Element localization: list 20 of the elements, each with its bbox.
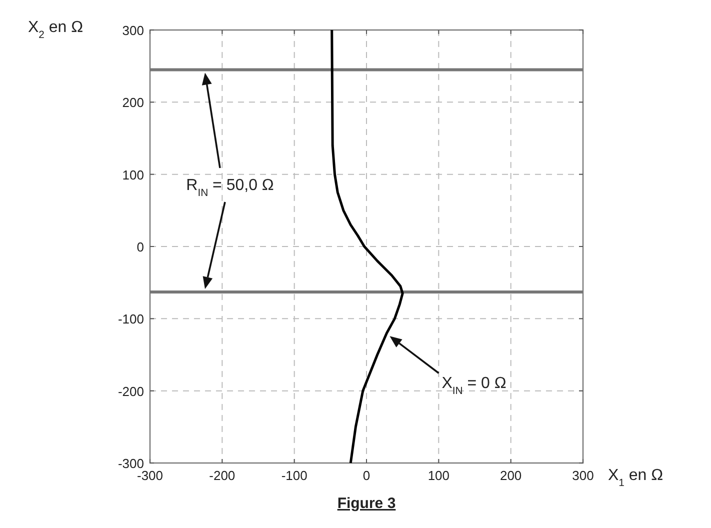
y-tick-label: 100 [122,167,144,182]
x-tick-label: 100 [428,468,450,483]
y-tick-label: -200 [118,384,144,399]
x-tick-label: -200 [209,468,236,483]
y-tick-label: -100 [118,312,144,327]
x-tick-label: 0 [362,468,370,483]
line-series [330,28,404,464]
x-tick-label: 300 [572,468,594,483]
x-axis-title: X$_{1}$ en Ω [608,467,664,488]
y-tick-label: -300 [118,456,144,471]
x-tick-label: 200 [500,468,522,483]
x-tick-label: -300 [136,468,164,483]
annotation: R$_{IN}$ = 50,0 Ω [186,177,274,198]
y-tick-label: 200 [122,95,144,110]
y-tick-label: 300 [122,23,144,38]
text: Figure 3 [337,495,396,512]
annotation: X$_{IN}$ = 0 Ω [442,375,506,397]
x-tick-label: -100 [281,468,308,483]
y-tick-label: 0 [136,240,144,254]
y-axis-title: X$_{2}$ en Ω [28,19,84,40]
